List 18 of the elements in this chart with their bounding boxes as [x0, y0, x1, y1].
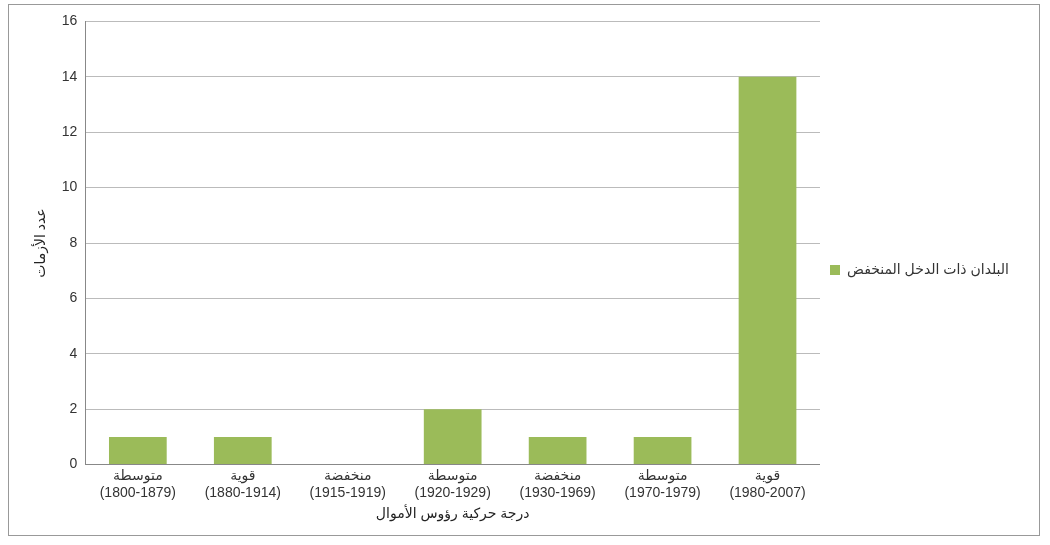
bar: [738, 76, 797, 465]
bar: [633, 436, 692, 465]
y-tick-label: 12: [61, 123, 78, 140]
bar: [108, 436, 167, 465]
y-tick-label: 6: [69, 289, 78, 306]
y-tick-label: 4: [69, 344, 78, 361]
x-axis-title: درجة حركية رؤوس الأموال: [375, 504, 530, 523]
y-tick-label: 8: [69, 233, 78, 250]
y-tick-label: 10: [61, 178, 78, 195]
y-tick-label: 0: [69, 455, 78, 472]
y-axis-title: عدد الأزمات: [31, 208, 50, 278]
y-tick-label: 16: [61, 12, 78, 29]
y-tick-label: 2: [69, 400, 78, 417]
bar: [423, 409, 482, 465]
legend-label: البلدان ذات الدخل المنخفض: [846, 260, 1009, 278]
bar: [213, 436, 272, 465]
y-tick-label: 14: [61, 67, 78, 84]
bar: [528, 436, 587, 465]
